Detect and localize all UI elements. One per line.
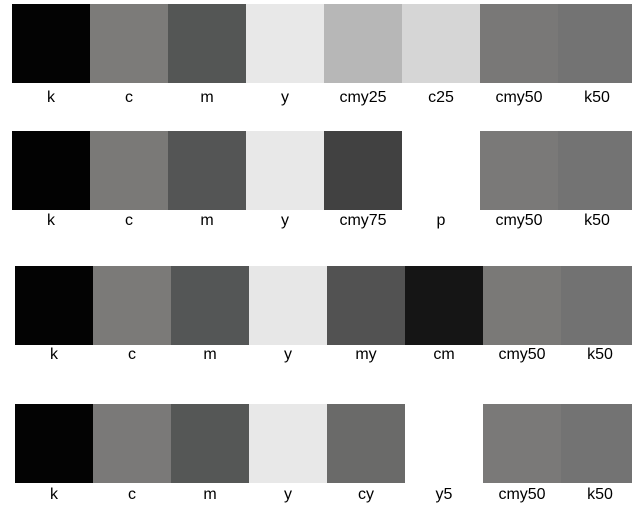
swatch-label: p [436,212,446,229]
swatch-label: k [50,486,58,503]
swatch-label: cmy50 [498,346,546,363]
swatch-label: m [203,346,217,363]
swatch-label: k50 [584,89,610,106]
color-swatch-m [171,404,249,483]
color-swatch-y [246,131,324,210]
color-swatch-k50 [558,131,632,210]
swatch-label: k [50,346,58,363]
swatch-label: cmy75 [339,212,387,229]
color-swatch-k [15,266,93,345]
color-swatch-k50 [561,266,632,345]
swatch-label: y [284,346,292,363]
swatch-label: m [200,89,214,106]
color-swatch-y [249,266,327,345]
swatch-label: cmy50 [495,212,543,229]
swatch-label: c25 [428,89,454,106]
color-swatch-cmy25 [324,4,402,83]
color-swatch-cy [327,404,405,483]
swatch-label: k50 [584,212,610,229]
color-swatch-m [168,131,246,210]
color-swatch-cmy75 [324,131,402,210]
color-swatch-my [327,266,405,345]
swatch-label: cm [433,346,455,363]
swatch-label: y [284,486,292,503]
swatch-label: my [355,346,377,363]
color-swatch-y [249,404,327,483]
swatch-label: m [203,486,217,503]
swatch-label: y [281,89,289,106]
swatch-label: k [47,89,55,106]
color-swatch-c25 [402,4,480,83]
color-swatch-cmy50 [480,4,558,83]
swatch-label: c [128,486,136,503]
color-swatch-c [93,404,171,483]
color-swatch-c [90,4,168,83]
swatch-label: k [47,212,55,229]
color-swatch-p [402,131,480,210]
color-swatch-cmy50 [483,266,561,345]
swatch-label: k50 [587,486,613,503]
swatch-label: c [125,89,133,106]
swatch-label: cmy50 [498,486,546,503]
swatch-label: y [281,212,289,229]
color-swatch-cmy50 [483,404,561,483]
swatch-label: m [200,212,214,229]
color-swatch-m [168,4,246,83]
swatch-label: y5 [435,486,453,503]
swatch-label: c [125,212,133,229]
color-swatch-k [12,4,90,83]
swatch-label: cy [358,486,374,503]
color-swatch-c [93,266,171,345]
color-swatch-y [246,4,324,83]
swatch-label: cmy50 [495,89,543,106]
color-swatch-k50 [561,404,632,483]
color-swatch-k50 [558,4,632,83]
color-swatch-y5 [405,404,483,483]
color-swatch-cmy50 [480,131,558,210]
color-swatch-m [171,266,249,345]
color-swatch-c [90,131,168,210]
color-swatch-cm [405,266,483,345]
color-swatch-k [15,404,93,483]
swatch-label: c [128,346,136,363]
color-swatch-k [12,131,90,210]
swatch-label: k50 [587,346,613,363]
swatch-label: cmy25 [339,89,387,106]
